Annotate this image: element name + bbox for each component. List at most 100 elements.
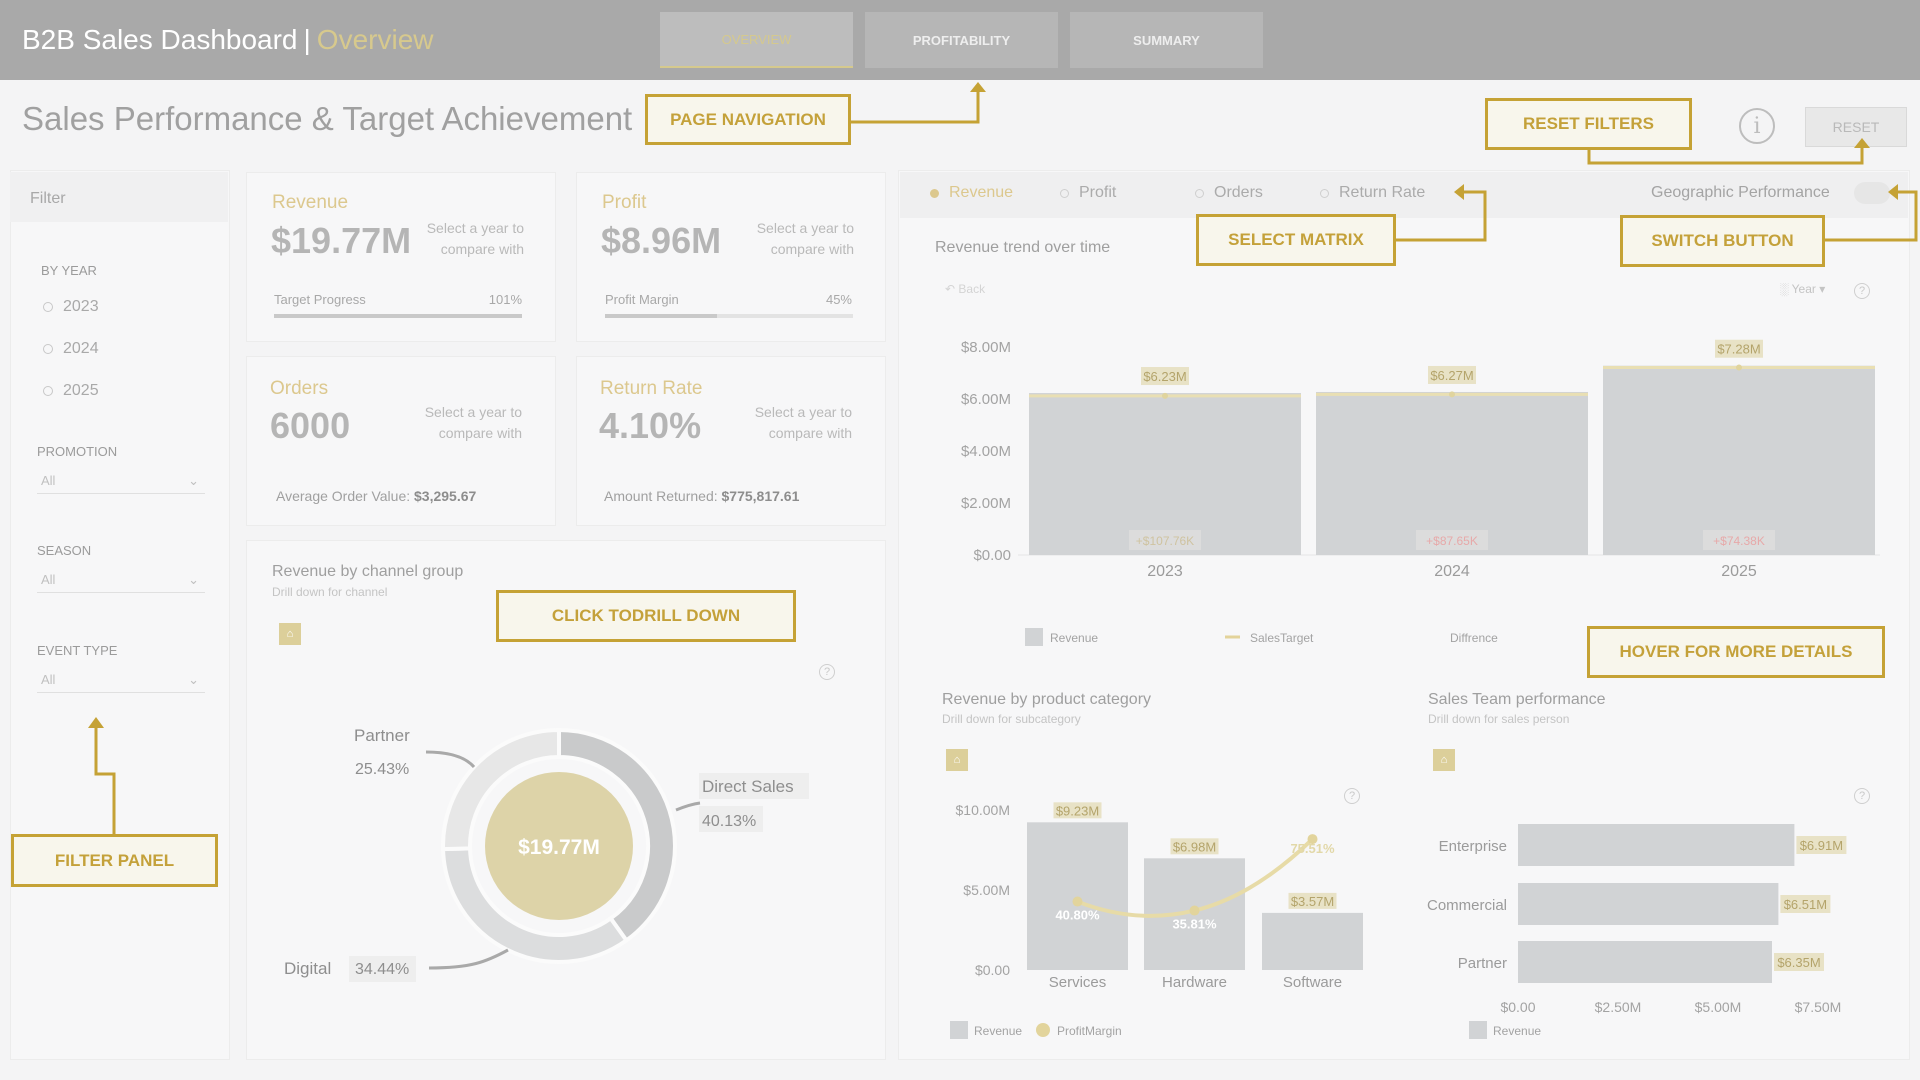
- year-option-2023[interactable]: 2023: [43, 298, 99, 316]
- channel-chart-subtitle: Drill down for channel: [272, 585, 388, 599]
- leader-line: [428, 948, 509, 970]
- back-button[interactable]: ↶ Back: [945, 282, 985, 296]
- radio-icon: [43, 344, 53, 354]
- kpi-card-return-rate[interactable]: [576, 356, 886, 526]
- matrix-option-revenue[interactable]: Revenue: [930, 184, 1013, 202]
- info-icon[interactable]: i: [1739, 108, 1775, 144]
- profit-margin-label: Profit Margin: [605, 292, 679, 307]
- year-option-label: 2024: [63, 340, 99, 357]
- leader-line: [425, 750, 476, 769]
- revenue-data-label: $6.23M: [1143, 369, 1186, 384]
- matrix-option-label: Return Rate: [1339, 184, 1426, 201]
- help-icon[interactable]: ?: [1854, 788, 1870, 804]
- sales-target-marker: [1449, 391, 1455, 398]
- legend-label: Revenue: [1493, 1024, 1541, 1038]
- kpi-profit-value: $8.96M: [601, 220, 722, 261]
- data-label-bg: [1428, 365, 1476, 384]
- difference-label-bg: [1416, 530, 1488, 550]
- geo-label: Geographic Performance: [1651, 184, 1830, 201]
- revenue-trend-chart[interactable]: $8.00M $6.00M $4.00M $2.00M $0.00 $6.23M +$107…: [900, 320, 1910, 650]
- revenue-data-label: $6.91M: [1800, 838, 1843, 853]
- profit-margin-data-label: 40.80%: [1055, 908, 1100, 923]
- drill-home-icon[interactable]: ⌂: [279, 623, 301, 645]
- category-chart-title: Revenue by product category: [942, 691, 1152, 708]
- x-tick-label: $0.00: [1500, 999, 1535, 1015]
- y-tick-label: $8.00M: [961, 339, 1011, 356]
- team-bar: [1518, 824, 1795, 866]
- kpi-card-orders[interactable]: [246, 356, 556, 526]
- event-type-dropdown[interactable]: All ⌄: [37, 667, 205, 693]
- y-tick-label: $4.00M: [961, 443, 1011, 460]
- kpi-orders-compare: Select a year to compare with: [424, 404, 522, 441]
- tab-summary[interactable]: SUMMARY: [1070, 12, 1263, 68]
- difference-label-bg: [1703, 530, 1775, 550]
- revenue-data-label: $3.57M: [1291, 894, 1334, 909]
- data-label-bg: [1170, 838, 1219, 855]
- chevron-down-icon: ⌄: [188, 472, 199, 488]
- tab-overview[interactable]: OVERVIEW: [660, 12, 853, 68]
- event-type-value: All: [41, 672, 56, 687]
- sales-target-marker: [1736, 364, 1742, 371]
- help-icon[interactable]: ?: [1854, 283, 1870, 299]
- target-progress-label: Target Progress: [274, 292, 366, 307]
- geo-switch-toggle[interactable]: [1854, 182, 1890, 204]
- promotion-value: All: [41, 473, 56, 488]
- profit-margin-data-label: 75.51%: [1290, 841, 1335, 856]
- sales-team-chart[interactable]: Enterprise $6.91M Commercial $6.51M Partner $…: [1390, 690, 1910, 1050]
- annotation-page-navigation: PAGE NAVIGATION: [645, 94, 851, 145]
- tab-profitability[interactable]: PROFITABILITY: [865, 12, 1058, 68]
- year-drill-selector[interactable]: ░ Year ▾: [1780, 282, 1825, 296]
- channel-pct-direct-sales: 40.13%: [702, 813, 756, 830]
- chevron-down-icon: ⌄: [188, 571, 199, 587]
- channel-donut-chart[interactable]: $19.77M Partner 25.43% Direct Sales 40.13% Di…: [246, 560, 886, 1060]
- annotation-click-drill-down: CLICK TODRILL DOWN: [496, 590, 796, 642]
- profit-margin-fill: [605, 314, 717, 318]
- drill-home-icon[interactable]: ⌂: [1433, 749, 1455, 771]
- kpi-profit-compare: Select a year to compare with: [756, 220, 854, 257]
- help-icon[interactable]: ?: [819, 664, 835, 680]
- revenue-data-label: $6.98M: [1173, 839, 1216, 854]
- matrix-option-return-rate[interactable]: Return Rate: [1320, 184, 1425, 202]
- title-separator: |: [303, 24, 311, 55]
- channel-chart-title: Revenue by channel group: [272, 563, 464, 580]
- y-tick-label: Enterprise: [1439, 838, 1507, 855]
- kpi-card-profit[interactable]: [576, 172, 886, 342]
- back-arrow-icon: ↶: [945, 282, 956, 296]
- product-category-chart[interactable]: $10.00M $5.00M $0.00 $9.23M Services $6.98M Ha…: [900, 690, 1380, 1050]
- profit-margin-data-label: 35.81%: [1172, 917, 1217, 932]
- promotion-dropdown[interactable]: All ⌄: [37, 468, 205, 494]
- legend-swatch-revenue: [1025, 628, 1043, 646]
- kpi-revenue-value: $19.77M: [271, 220, 412, 261]
- team-chart-title: Sales Team performance: [1428, 691, 1606, 708]
- year-option-label: 2023: [63, 298, 99, 315]
- revenue-bar: [1316, 391, 1588, 555]
- x-tick-label: 2023: [1147, 563, 1183, 580]
- matrix-option-orders[interactable]: Orders: [1195, 184, 1263, 202]
- by-year-label: BY YEAR: [41, 263, 97, 278]
- x-tick-label: $5.00M: [1695, 999, 1742, 1015]
- difference-data-label: +$74.38K: [1713, 534, 1765, 548]
- profit-margin-marker: [1072, 896, 1083, 907]
- radio-icon: [1320, 188, 1329, 198]
- category-chart-subtitle: Drill down for subcategory: [942, 712, 1081, 726]
- annotation-switch-button: SWITCH BUTTON: [1620, 215, 1825, 267]
- channel-pct-partner: 25.43%: [355, 761, 409, 778]
- target-progress-track: [274, 314, 522, 318]
- kpi-return-label: Return Rate: [600, 378, 703, 399]
- sales-target-marker: [1162, 392, 1168, 399]
- bar-chart-icon: ░: [1780, 282, 1789, 296]
- x-tick-label: 2024: [1434, 563, 1470, 580]
- drill-home-icon[interactable]: ⌂: [946, 749, 968, 771]
- radio-icon: [1195, 188, 1204, 198]
- filter-header: Filter: [10, 172, 228, 222]
- kpi-card-revenue[interactable]: [246, 172, 556, 342]
- season-dropdown[interactable]: All ⌄: [37, 567, 205, 593]
- x-tick-label: $7.50M: [1795, 999, 1842, 1015]
- year-option-2024[interactable]: 2024: [43, 340, 99, 358]
- app-subtitle: Overview: [316, 24, 434, 55]
- help-icon[interactable]: ?: [1344, 788, 1360, 804]
- year-option-2025[interactable]: 2025: [43, 382, 99, 400]
- reset-button[interactable]: RESET: [1805, 107, 1907, 147]
- matrix-option-profit[interactable]: Profit: [1060, 184, 1116, 202]
- target-progress-value: 101%: [488, 292, 522, 307]
